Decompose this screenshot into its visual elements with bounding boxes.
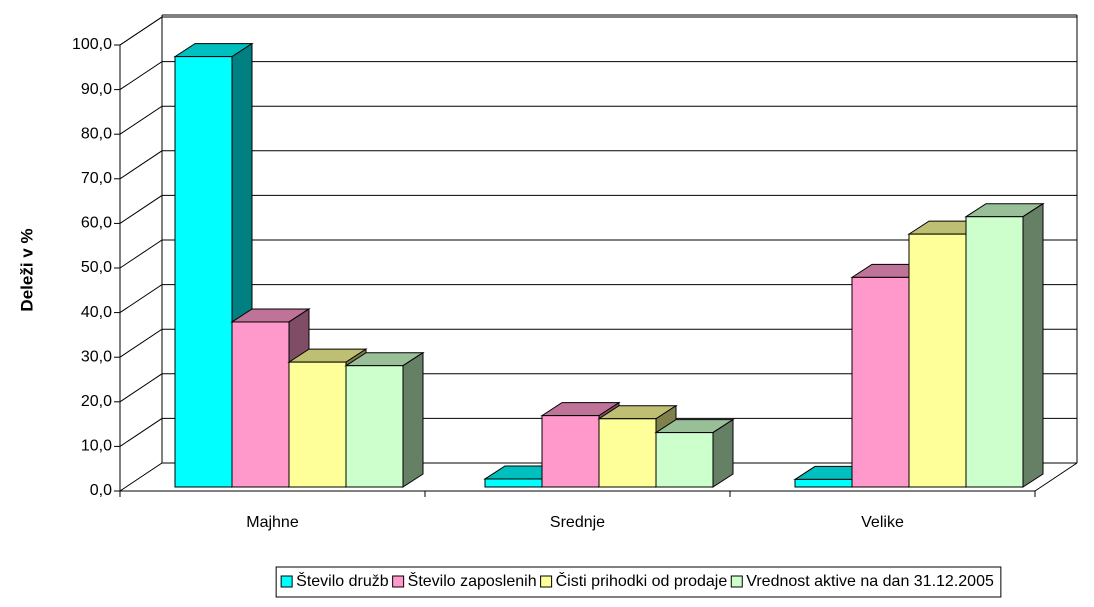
bar [231,321,290,488]
bar [174,56,233,488]
bar [851,276,910,488]
legend-swatch [392,575,405,588]
bar [345,365,404,488]
floor-right [1034,462,1078,492]
y-tick-label: 100,0 [72,36,112,53]
legend-swatch [280,575,293,588]
grid-line [119,284,1077,314]
x-tick-label: Majhne [246,514,299,531]
legend-swatch [540,575,553,588]
grid-line [119,16,1077,46]
legend-label: Vrednost aktive na dan 31.12.2005 [746,573,994,590]
y-tick-label: 60,0 [81,215,112,232]
legend-label: Število družb [296,571,389,590]
y-tick-label: 20,0 [81,393,112,410]
bar-side [402,351,424,488]
bar [598,418,657,488]
y-tick-label: 90,0 [81,81,112,98]
grid-line [119,61,1077,91]
bar [794,478,853,488]
y-tick-label: 80,0 [81,125,112,142]
y-axis-title: Deleži v % [17,228,36,311]
y-tick-label: 0,0 [90,482,112,499]
grid-line [119,194,1077,224]
y-tick-label: 40,0 [81,304,112,321]
legend-swatch [730,575,743,588]
grid-line [119,462,1077,492]
y-tick-label: 70,0 [81,170,112,187]
grid-line [119,417,1077,447]
y-tick-label: 50,0 [81,259,112,276]
y-tick-label: 30,0 [81,348,112,365]
bar [908,233,967,488]
bar [288,361,347,488]
grid-line [119,239,1077,269]
x-tick-label: Velike [861,514,904,531]
grid-line [119,328,1077,358]
bar [541,415,600,488]
legend-label: Število zaposlenih [408,571,537,590]
bar [655,432,714,488]
bar-side [1022,202,1044,488]
bar [484,478,543,488]
grid-line [119,105,1077,135]
grid-line [119,373,1077,403]
legend-label: Čisti prihodki od prodaje [556,571,728,590]
y-tick-label: 10,0 [81,438,112,455]
bar [965,216,1024,488]
x-tick-label: Srednje [550,514,605,531]
grid-line [119,150,1077,180]
